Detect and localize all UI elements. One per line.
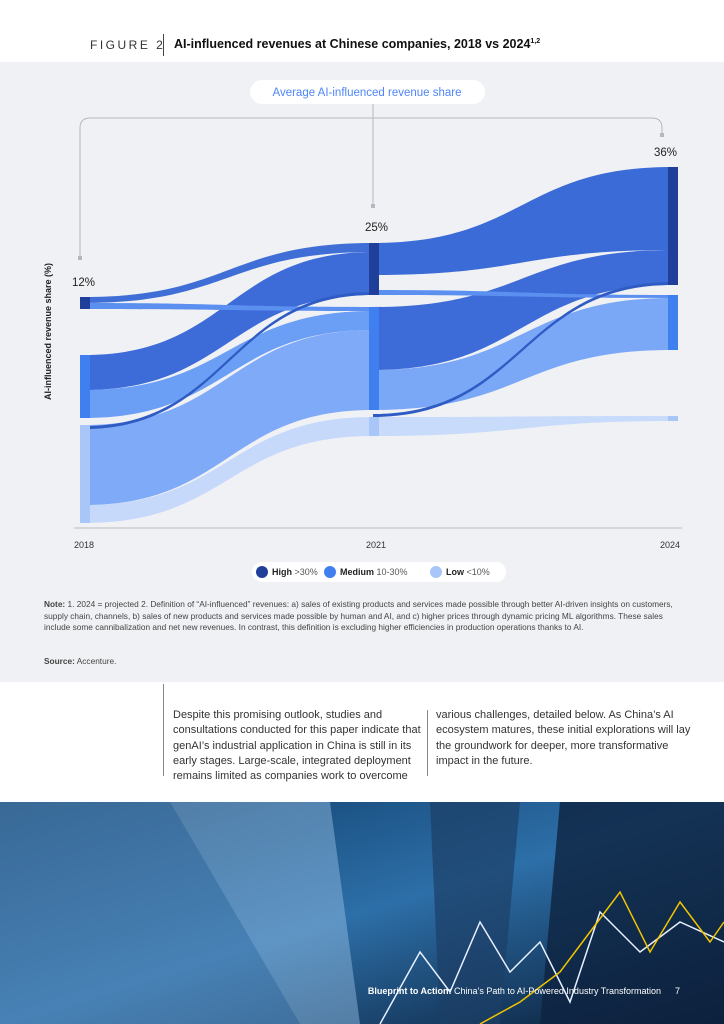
building <box>430 802 520 1024</box>
callout-text: Average AI-influenced revenue share <box>272 87 461 99</box>
legend-name: Medium <box>340 567 374 577</box>
source-text: Accenture. <box>76 656 117 666</box>
flow <box>373 167 672 275</box>
flow <box>84 252 373 390</box>
ticker-line <box>379 910 724 1024</box>
footer-bold: Blueprint to Action: <box>367 986 452 996</box>
legend-swatch <box>256 566 268 578</box>
flow <box>84 417 373 523</box>
callout-bracket <box>79 104 663 258</box>
flow <box>373 282 672 417</box>
flow <box>84 311 373 418</box>
building <box>170 802 360 1024</box>
bracket-dot <box>78 256 82 260</box>
node <box>668 295 678 350</box>
legend-swatch <box>324 566 336 578</box>
bracket-line <box>79 117 663 258</box>
body-text: various challenges, detailed below. As C… <box>436 709 691 767</box>
notes-text: 1. 2024 = projected 2. Definition of “AI… <box>44 599 673 632</box>
footer-title: China’s Path to AI-Powered Industry Tran… <box>454 986 661 996</box>
flow <box>373 298 672 410</box>
node <box>668 416 678 421</box>
legend-range: 10-30% <box>377 567 408 577</box>
column-rule <box>163 684 164 776</box>
figure-title: AI-influenced revenues at Chinese compan… <box>174 37 540 51</box>
flow <box>84 243 373 303</box>
flow <box>84 330 373 505</box>
node <box>369 417 379 436</box>
node <box>369 243 379 295</box>
bracket-dot <box>371 204 375 208</box>
node <box>668 167 678 285</box>
legend-entry: Medium 10-30% <box>340 567 408 577</box>
cover-image <box>0 802 724 1024</box>
legend-swatch <box>430 566 442 578</box>
y-axis-label: AI-influenced revenue share (%) <box>43 263 53 400</box>
callout-pill <box>250 80 485 104</box>
flows <box>80 167 678 523</box>
flow <box>84 292 373 429</box>
notes-label: Note: <box>44 599 66 609</box>
avg-label: 12% <box>72 277 95 289</box>
body-text: Despite this promising outlook, studies … <box>173 709 421 783</box>
column-rule <box>427 710 428 776</box>
legend-entry: High >30% <box>272 567 318 577</box>
legend-name: Low <box>446 567 465 577</box>
avg-label: 36% <box>654 147 677 159</box>
footer: Blueprint to Action: China’s Path to AI-… <box>368 986 680 996</box>
legend-range: >30% <box>295 567 318 577</box>
flow <box>373 250 672 370</box>
building <box>0 802 300 1024</box>
avg-label: 25% <box>365 222 388 234</box>
legend-range: <10% <box>467 567 490 577</box>
year-label: 2018 <box>74 540 94 550</box>
source: Source: Accenture. <box>44 656 116 666</box>
title-sup: 1,2 <box>530 37 541 45</box>
node <box>80 425 90 523</box>
year-label: 2024 <box>660 540 680 550</box>
legend-box <box>252 562 506 582</box>
page-number: 7 <box>674 986 680 996</box>
notes: Note: 1. 2024 = projected 2. Definition … <box>44 599 684 634</box>
legend-entry: Low <10% <box>446 567 490 577</box>
title-text: AI-influenced revenues at Chinese compan… <box>174 37 531 51</box>
node <box>80 297 90 309</box>
legend-name: High <box>272 567 292 577</box>
ticker-line <box>479 890 724 1024</box>
legend: High >30% Medium 10-30% Low <10% <box>256 566 490 578</box>
building <box>540 802 724 1024</box>
bracket-dot <box>660 133 664 137</box>
node <box>80 355 90 418</box>
year-label: 2021 <box>366 540 386 550</box>
separator <box>163 34 164 56</box>
flow <box>373 416 672 436</box>
sankey-figure: Average AI-influenced revenue share 12% … <box>43 80 682 582</box>
node <box>369 307 379 410</box>
source-label: Source: <box>44 656 75 666</box>
figure-label: FIGURE 2 <box>90 38 166 52</box>
